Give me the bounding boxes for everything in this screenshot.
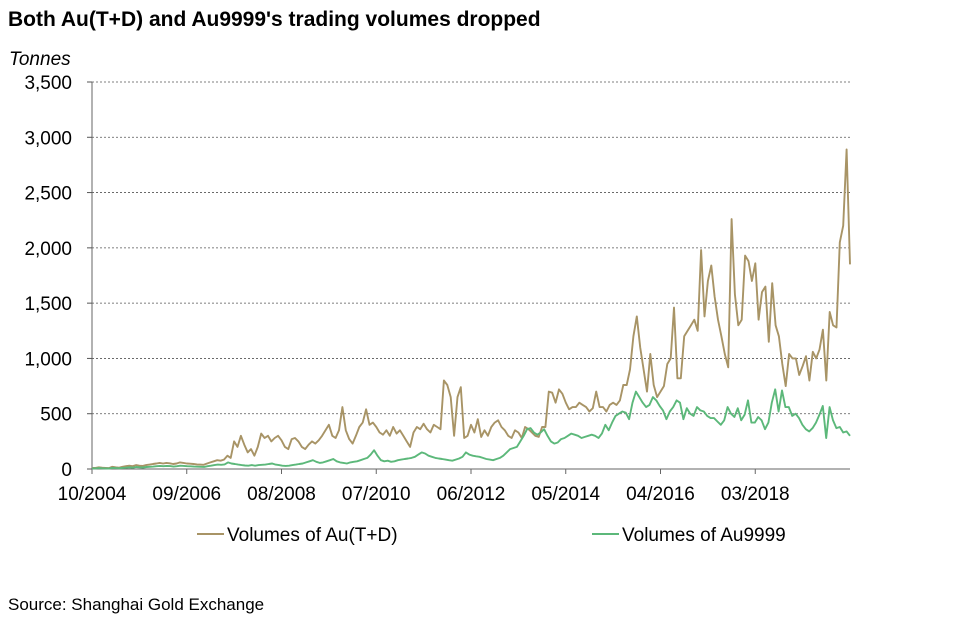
y-tick-label: 0	[61, 460, 72, 481]
gridlines	[92, 81, 850, 415]
legend: Volumes of Au(T+D) Volumes of Au9999	[197, 525, 786, 546]
x-tick-label: 07/2010	[342, 484, 411, 505]
chart-title: Both Au(T+D) and Au9999's trading volume…	[8, 8, 541, 31]
x-tick-label: 10/2004	[58, 484, 127, 505]
series-lines	[92, 148, 851, 470]
y-tick-label: 2,000	[24, 239, 72, 260]
x-tick-label: 08/2008	[247, 484, 316, 505]
series-line-au9999	[92, 388, 851, 470]
y-tick-label: 1,500	[24, 294, 72, 315]
x-tick-label: 06/2012	[437, 484, 506, 505]
source-note: Source: Shanghai Gold Exchange	[8, 595, 265, 614]
y-tick-label: 1,000	[24, 349, 72, 370]
legend-label: Volumes of Au9999	[622, 525, 786, 546]
y-tick-label: 3,000	[24, 128, 72, 149]
legend-label: Volumes of Au(T+D)	[227, 525, 398, 546]
series-line-au-td	[92, 148, 851, 470]
x-axis-ticks: 10/2004 09/2006 08/2008 07/2010 06/2012 05/20…	[58, 469, 790, 505]
x-tick-label: 04/2016	[626, 484, 695, 505]
y-tick-label: 500	[40, 405, 72, 426]
x-tick-label: 05/2014	[531, 484, 600, 505]
y-tick-label: 3,500	[24, 73, 72, 94]
y-tick-label: 2,500	[24, 184, 72, 205]
y-axis-ticks: 0 500 1,000 1,500 2,000 2,500 3,000 3,500	[24, 73, 92, 481]
y-axis-unit-label: Tonnes	[9, 49, 71, 70]
x-tick-label: 09/2006	[152, 484, 221, 505]
x-tick-label: 03/2018	[721, 484, 790, 505]
